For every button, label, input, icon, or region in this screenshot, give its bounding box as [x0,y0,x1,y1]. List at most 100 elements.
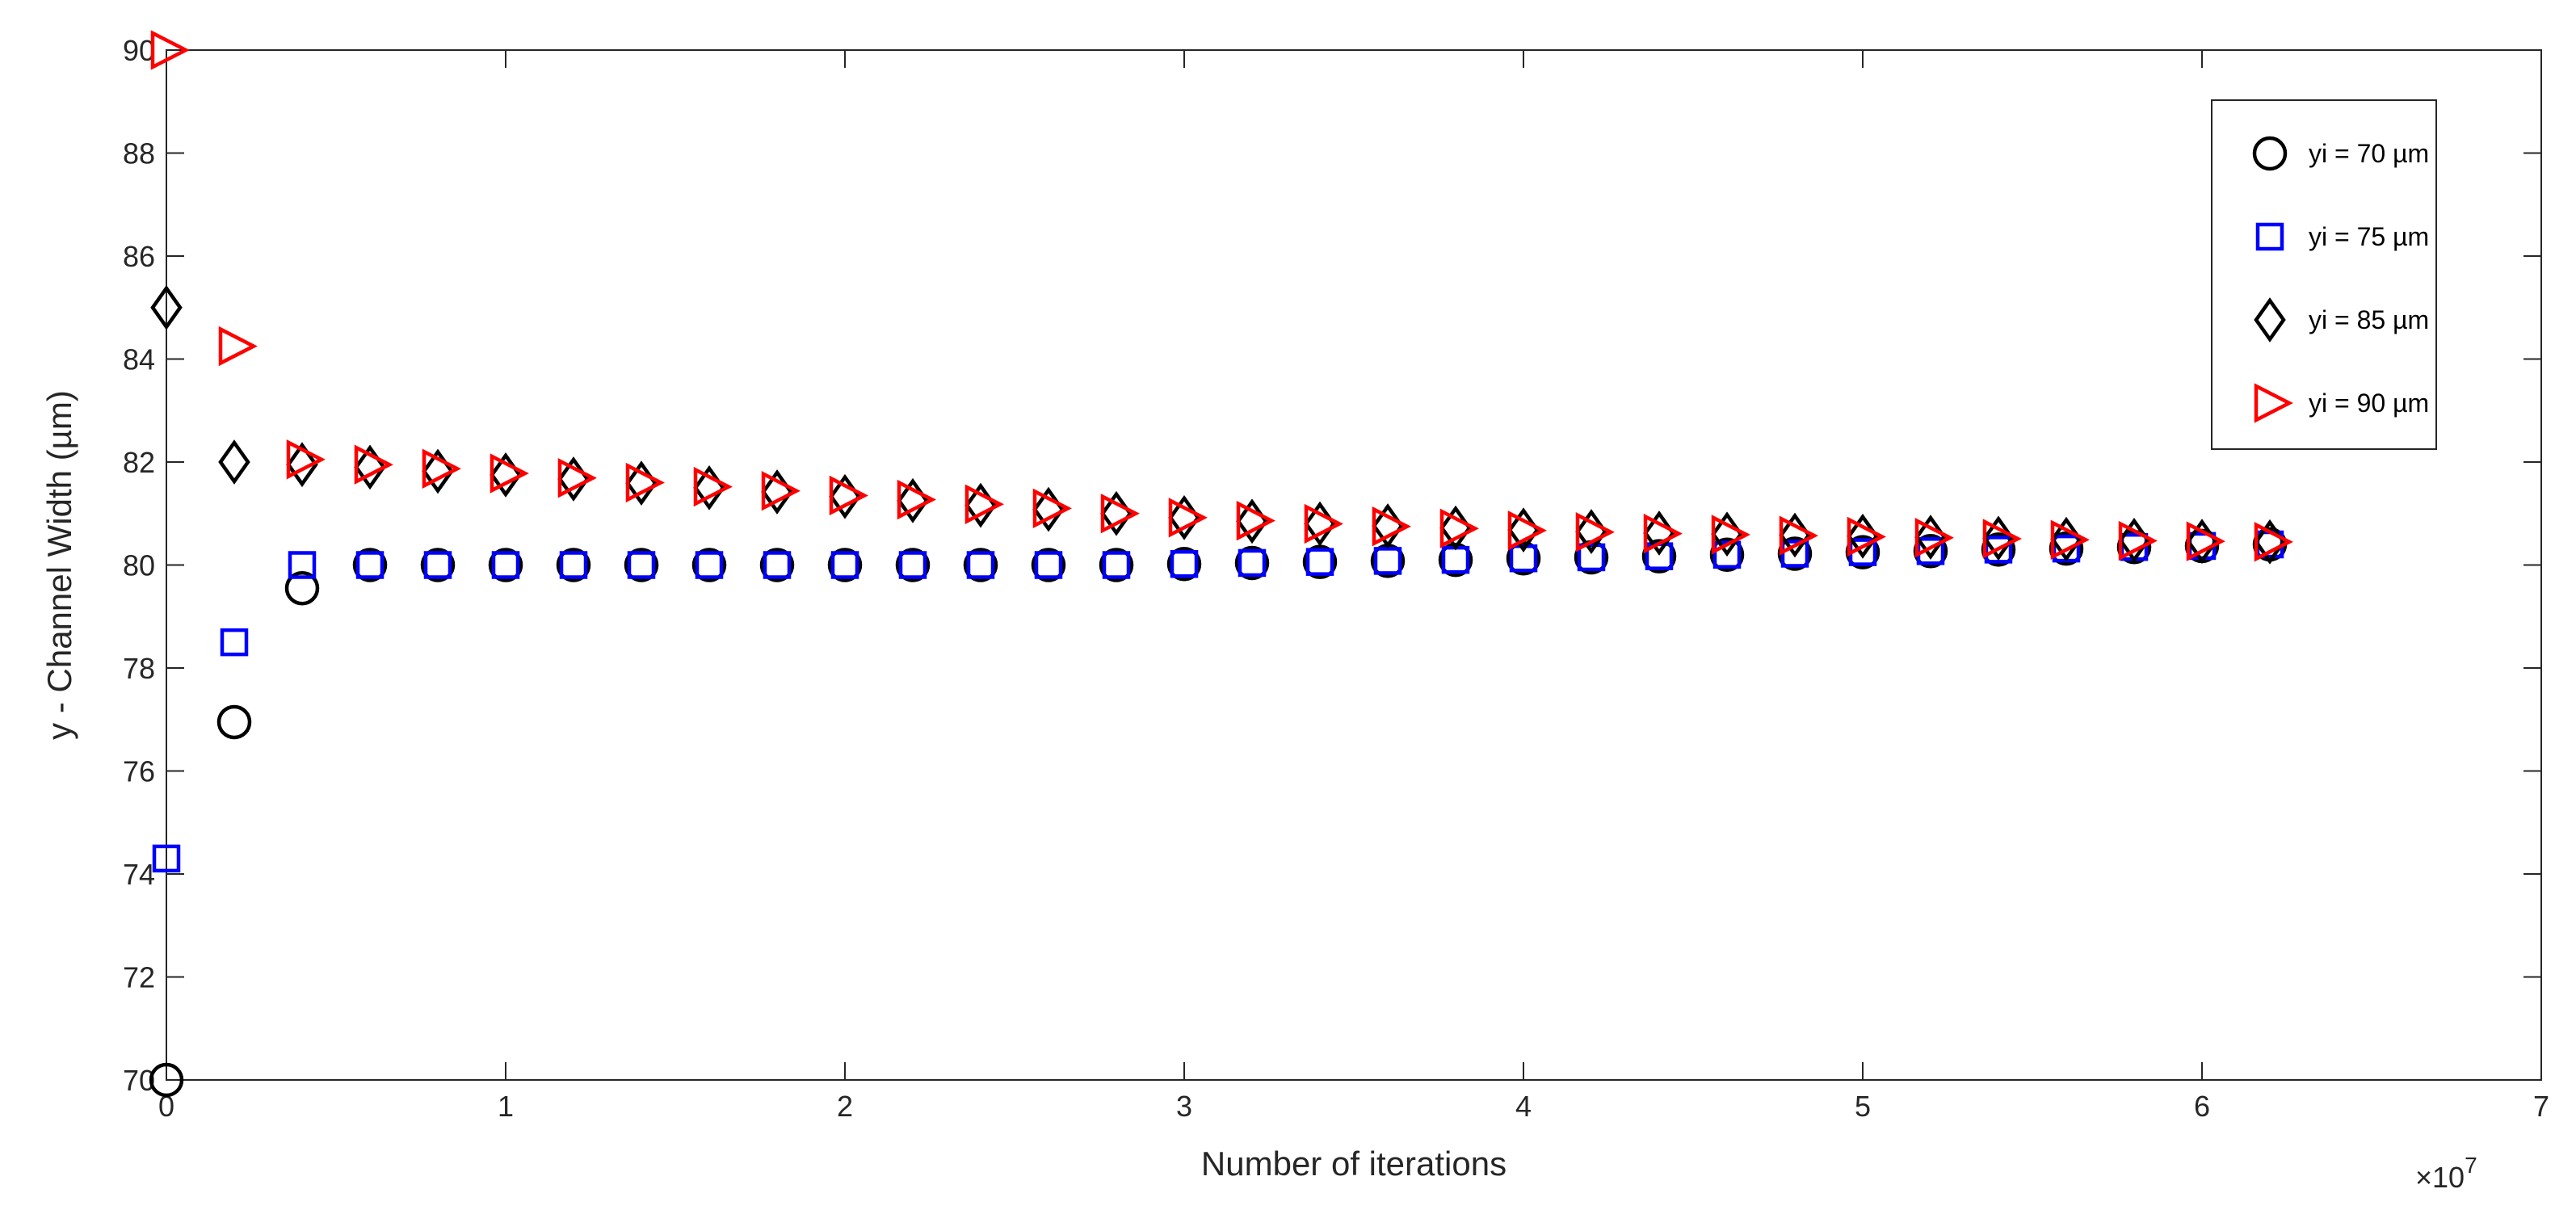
data-point-diamond [150,284,183,330]
data-point-square [1305,548,1334,576]
y-tick-label: 80 [123,549,155,582]
data-point-triangle-right [897,479,936,520]
data-point-triangle-right [693,466,733,507]
legend-entry-label: yi = 70 µm [2309,139,2429,168]
y-tick-label: 88 [123,137,155,170]
series-square [152,530,2284,873]
x-exponent-power: 7 [2465,1153,2477,1178]
data-point-triangle-right [1304,503,1343,544]
data-point-triangle-right [1779,515,1818,556]
data-point-triangle-right [1372,506,1411,547]
x-tick-label: 4 [1515,1090,1532,1123]
data-point-circle [759,548,795,582]
data-point-square [1509,544,1538,573]
data-point-square [898,551,927,579]
data-point-triangle-right [829,475,868,516]
y-tick-label: 72 [123,961,155,994]
data-point-triangle-right [761,471,801,511]
legend-marker-triangle-right [2254,383,2293,423]
x-tick-label: 2 [837,1090,853,1123]
data-point-square [1170,549,1199,578]
data-point-triangle-right [1914,518,1954,558]
data-point-triangle-right [286,439,326,480]
data-point-triangle-right [1439,508,1479,548]
data-point-square [627,551,656,579]
data-point-circle [1302,544,1338,579]
data-point-circle [827,548,863,582]
data-point-triangle-right [422,448,461,489]
legend-entry-label: yi = 75 µm [2309,222,2429,251]
data-markers [149,30,2293,1098]
y-tick-label: 82 [123,446,155,479]
data-point-circle [1166,546,1202,582]
series-triangle-right [150,30,2293,562]
y-tick-label: 90 [123,34,155,67]
x-tick-label: 7 [2533,1090,2549,1123]
data-point-circle [1234,545,1270,581]
legend-marker-circle [2252,136,2288,171]
data-point-circle [149,1062,184,1098]
data-point-square [966,551,995,579]
data-point-square [1034,551,1063,579]
x-exponent-base: ×10 [2415,1161,2465,1194]
x-tick-label: 0 [158,1090,174,1123]
data-point-square [355,551,385,579]
x-axis-label: Number of iterations [1201,1145,1507,1183]
y-tick-label: 86 [123,240,155,273]
legend-marker-square [2255,222,2284,251]
data-point-circle [556,548,591,582]
y-tick-label: 74 [123,858,155,891]
data-point-triangle-right [1100,494,1140,534]
data-point-circle [963,548,998,582]
data-point-triangle-right [1711,515,1750,555]
x-tick-label: 5 [1855,1090,1871,1123]
y-tick-label: 76 [123,755,155,788]
data-point-square [763,551,792,579]
data-point-triangle-right [2186,521,2225,561]
data-point-circle [1031,548,1066,582]
y-tick-label: 78 [123,652,155,685]
data-point-diamond [218,439,250,485]
data-point-circle [1099,548,1134,582]
data-point-circle [352,548,388,582]
data-point-triangle-right [1032,488,1072,529]
legend-entry-label: yi = 85 µm [2309,305,2429,334]
data-point-circle [624,548,659,582]
data-point-triangle-right [2254,522,2293,562]
legend-entry-label: yi = 90 µm [2309,389,2429,418]
data-point-square [1102,551,1131,579]
data-point-triangle-right [2050,519,2090,560]
data-point-triangle-right [2118,520,2158,561]
x-axis: 0 1 2 3 4 5 6 7 [158,50,2549,1123]
data-point-square [559,551,588,579]
data-point-triangle-right [625,462,665,503]
data-point-triangle-right [1847,516,1886,557]
data-point-circle [216,704,252,740]
data-point-triangle-right [1575,512,1615,552]
data-point-circle [488,548,523,582]
data-point-triangle-right [557,458,597,498]
data-point-triangle-right [964,484,1004,524]
data-point-triangle-right [1168,498,1208,538]
data-point-circle [895,548,931,582]
data-point-square [695,551,724,579]
data-point-triangle-right [490,453,529,494]
data-point-triangle-right [218,326,258,367]
data-point-square [423,551,452,579]
legend-marker-diamond [2254,297,2286,342]
x-tick-label: 1 [498,1090,514,1123]
data-point-circle [420,548,456,582]
data-point-triangle-right [150,30,190,70]
data-point-circle [1709,537,1745,572]
data-point-circle [1641,539,1677,573]
legend: yi = 70 µm yi = 75 µm yi = 85 µm yi = 90 µm [2211,99,2437,450]
data-point-circle [284,570,320,606]
legend-box [2211,99,2437,450]
data-point-triangle-right [1982,519,2022,559]
data-point-circle [1506,540,1541,576]
x-tick-label: 6 [2194,1090,2210,1123]
y-tick-label: 84 [123,343,155,376]
